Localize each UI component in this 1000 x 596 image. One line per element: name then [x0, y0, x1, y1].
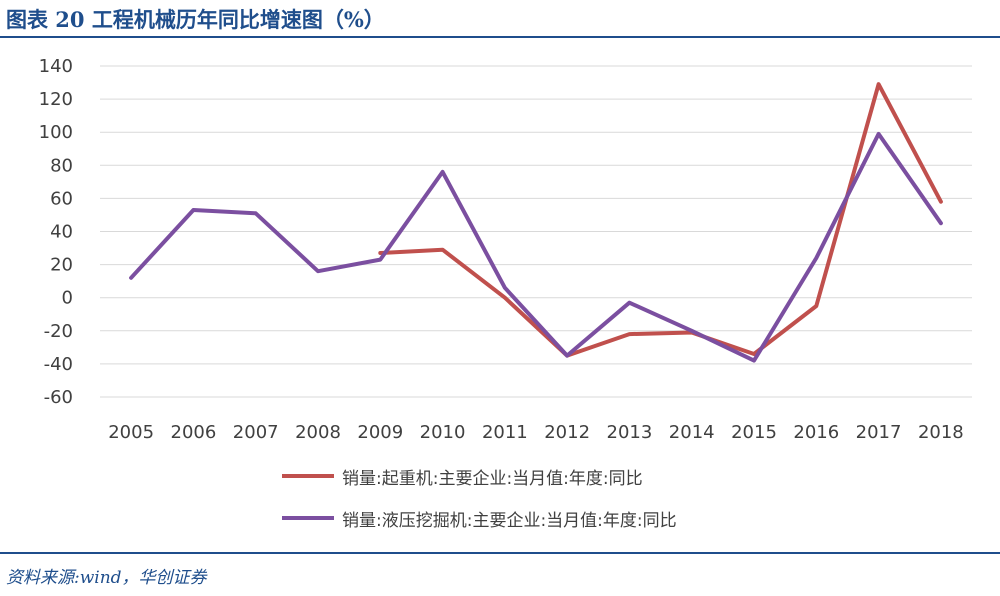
x-tick-label: 2018: [918, 422, 964, 443]
y-tick-label: 20: [50, 255, 73, 276]
legend-item-crane: 销量:起重机:主要企业:当月值:年度:同比: [282, 464, 842, 489]
y-tick-label: -60: [44, 387, 73, 408]
x-axis-ticks: 2005 2006 2007 2008 2009 2010 2011 2012 2013 2014…: [108, 422, 964, 443]
x-tick-label: 2010: [420, 422, 466, 443]
x-tick-label: 2011: [482, 422, 528, 443]
bottom-rule: [0, 552, 1000, 554]
x-tick-label: 2005: [108, 422, 154, 443]
y-tick-label: 120: [39, 89, 73, 110]
x-tick-label: 2006: [171, 422, 217, 443]
y-tick-label: 80: [50, 155, 73, 176]
x-tick-label: 2007: [233, 422, 279, 443]
y-tick-label: -20: [44, 321, 73, 342]
y-tick-label: -40: [44, 354, 73, 375]
legend-label-crane: 销量:起重机:主要企业:当月值:年度:同比: [342, 468, 643, 489]
x-tick-label: 2009: [357, 422, 403, 443]
x-tick-label: 2008: [295, 422, 341, 443]
x-tick-label: 2015: [731, 422, 777, 443]
legend-item-excavator: 销量:液压挖掘机:主要企业:当月值:年度:同比: [282, 506, 842, 531]
legend-swatch-excavator: [282, 516, 334, 520]
y-axis-ticks: 140 120 100 80 60 40 20 0 -20 -40 -60: [39, 56, 73, 408]
series-line-1: [129, 131, 943, 363]
y-tick-label: 100: [39, 122, 73, 143]
legend-swatch-crane: [282, 474, 334, 478]
source-note: 资料来源:wind，华创证券: [6, 568, 207, 588]
x-tick-label: 2014: [669, 422, 715, 443]
y-tick-label: 60: [50, 188, 73, 209]
line-chart: 140 120 100 80 60 40 20 0 -20 -40 -60 2005 2006 2007…: [39, 56, 972, 443]
legend: 销量:起重机:主要企业:当月值:年度:同比 销量:液压挖掘机:主要企业:当月值:…: [282, 464, 842, 548]
legend-label-excavator: 销量:液压挖掘机:主要企业:当月值:年度:同比: [342, 510, 677, 531]
figure-title: 图表 20 工程机械历年同比增速图（%）: [6, 7, 385, 32]
y-tick-label: 0: [62, 288, 73, 309]
y-tick-label: 140: [39, 56, 73, 77]
x-tick-label: 2017: [856, 422, 902, 443]
x-tick-label: 2012: [544, 422, 590, 443]
x-tick-label: 2013: [607, 422, 653, 443]
series-lines: [129, 82, 943, 363]
top-rule: [0, 36, 1000, 38]
x-tick-label: 2016: [793, 422, 839, 443]
y-tick-label: 40: [50, 222, 73, 243]
gridlines: [100, 65, 972, 398]
